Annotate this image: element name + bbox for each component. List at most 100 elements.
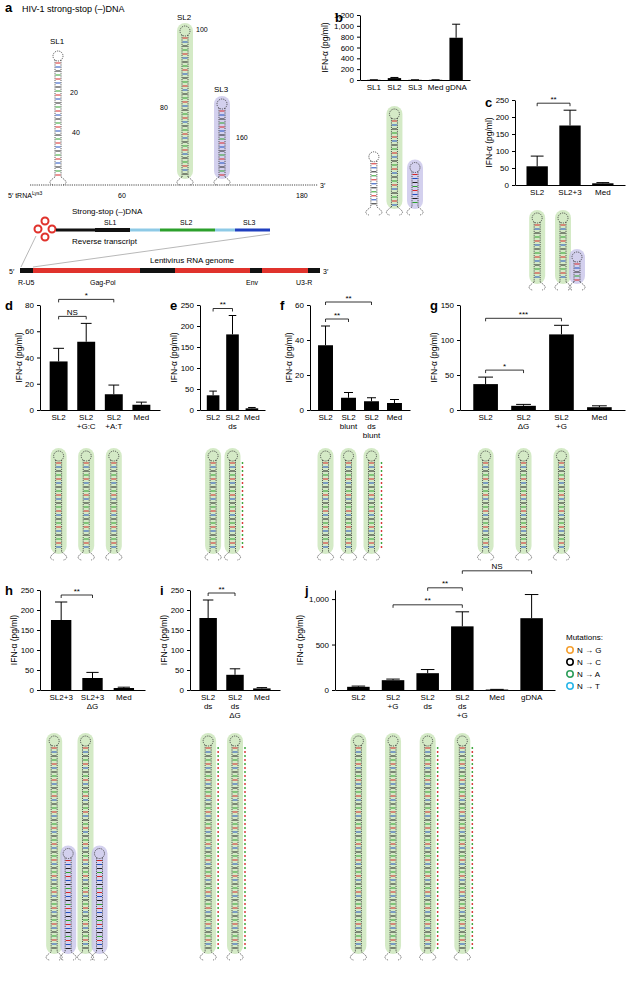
hairpin-basepair [521,467,526,468]
hairpin-basepair [206,788,211,789]
structures [366,106,423,215]
hairpin-basepair [83,868,88,869]
hairpin-basepair [561,257,566,258]
hairpin-basepair [233,880,238,881]
hairpin-strand [235,460,236,552]
hairpin-basepair [521,511,526,512]
hairpin-basepair [183,78,188,79]
hairpin-basepair [356,892,361,893]
hairpin-basepair [83,860,88,861]
hairpin-basepair [559,487,564,488]
category-label-line: SL3 [408,83,423,92]
hairpin-basepair [391,912,396,913]
hairpin-basepair [206,804,211,805]
ds-strand-base [242,478,244,480]
hairpin-tail [555,282,571,290]
hairpin-basepair [233,904,238,905]
y-tick: 40 [295,336,310,345]
error-bar [108,385,119,394]
hairpin-basepair [66,872,71,873]
ds-strand-base [244,847,246,849]
hairpin-basepair [460,780,465,781]
hairpin-basepair [183,158,188,159]
error-bar [452,24,460,38]
ds-strand-base [217,819,219,821]
y-tick-label: 150 [441,301,455,310]
hairpin-basepair [425,936,430,937]
hairpin-strand [488,460,489,552]
category-label: SL2+3 [49,693,73,702]
y-tick: 500 [316,641,335,650]
hairpin-basepair [233,896,238,897]
zoom-line [21,236,36,267]
category-label-line: SL2 [225,413,240,422]
hairpin-basepair [220,139,225,140]
diagram-label: SL3 [214,85,229,94]
ds-strand-base [244,879,246,881]
hairpin-shade [227,733,243,954]
hairpin-basepair [425,888,430,889]
hairpin-strand [345,460,346,552]
hairpin-basepair [211,547,216,548]
hairpin-basepair [206,872,211,873]
hairpin-basepair [52,948,57,949]
hairpin-basepair [371,187,376,188]
hairpin-basepair [392,129,397,130]
x-axis-line [41,690,146,691]
y-tick-mark [357,26,360,27]
hairpin-basepair [425,840,430,841]
hairpin-basepair [369,471,374,472]
hairpin [340,448,356,560]
y-tick-label: 250 [21,586,35,595]
ds-strand-base [217,927,219,929]
hairpin-basepair [233,760,238,761]
hairpin-basepair [52,792,57,793]
y-axis-title: IFN-α (pg/ml) [320,22,330,72]
x-axis [361,80,471,81]
hairpin-basepair [233,804,238,805]
structures [478,448,570,560]
hairpin-basepair [425,928,430,929]
hairpin-basepair [84,463,89,464]
ds-strand-base [471,879,473,881]
hairpin-basepair [83,768,88,769]
hairpin-basepair [391,892,396,893]
bar [246,408,259,410]
panel-label: a [5,0,13,15]
hairpin-basepair [356,912,361,913]
category-label-line: Med [116,693,132,702]
hairpin-basepair [56,175,61,176]
hairpin-basepair [371,167,376,168]
hairpin-basepair [66,904,71,905]
hairpin-basepair [56,87,61,88]
y-tick-label: 150 [181,343,195,352]
hairpin-basepair [391,900,396,901]
hairpin-basepair [425,848,430,849]
hairpin-basepair [460,812,465,813]
hairpin-basepair [66,944,71,945]
hairpin-basepair [460,888,465,889]
hairpin-loop [423,736,433,746]
hairpin-basepair [460,748,465,749]
y-tick-label: 250 [171,586,185,595]
hairpin-basepair [97,944,102,945]
hairpin-basepair [369,479,374,480]
ds-strand-base [471,875,473,877]
significance-label: NS [67,308,78,317]
y-tick-mark [187,670,190,671]
hairpin-basepair [183,162,188,163]
hairpin-basepair [356,932,361,933]
hairpin-basepair [369,507,374,508]
hairpin-basepair [535,245,540,246]
y-tick: 150 [21,626,40,635]
hairpin-basepair [356,860,361,861]
hairpin-basepair [56,475,61,476]
hairpin-basepair [233,752,238,753]
bar [559,126,580,186]
y-tick-mark [37,384,40,385]
hairpin-basepair [483,499,488,500]
hairpin-basepair [425,912,430,913]
hairpin [529,210,545,290]
hairpin-basepair [561,277,566,278]
hairpin-basepair [371,203,376,204]
